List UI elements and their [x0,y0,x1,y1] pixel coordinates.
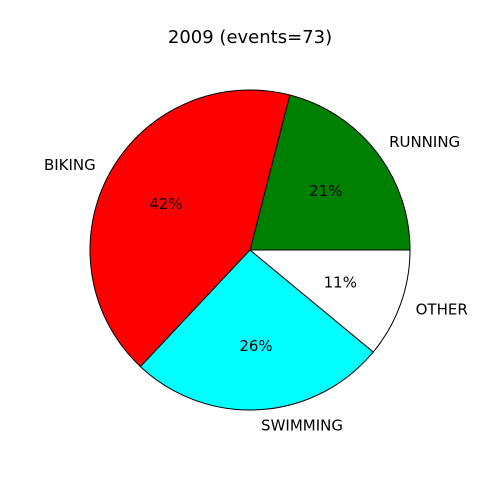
pie-labels: 21% RUNNING 42% BIKING 26% SWIMMING 11% OTHER [44,133,468,435]
chart-title: 2009 (events=73) [168,27,332,48]
category-label-biking: BIKING [44,156,96,174]
pct-label-swimming: 26% [239,337,272,355]
pie-slice-running [249,94,411,251]
pct-label-other: 11% [324,274,357,292]
pct-label-running: 21% [309,182,342,200]
pie-slices [89,89,411,411]
category-label-other: OTHER [416,301,468,319]
pie-slice-swimming [139,249,374,411]
pct-label-biking: 42% [149,195,182,213]
category-label-running: RUNNING [389,133,460,151]
pie-slice-biking [89,89,291,368]
category-label-swimming: SWIMMING [261,417,343,435]
pie-slice-other [248,249,411,353]
